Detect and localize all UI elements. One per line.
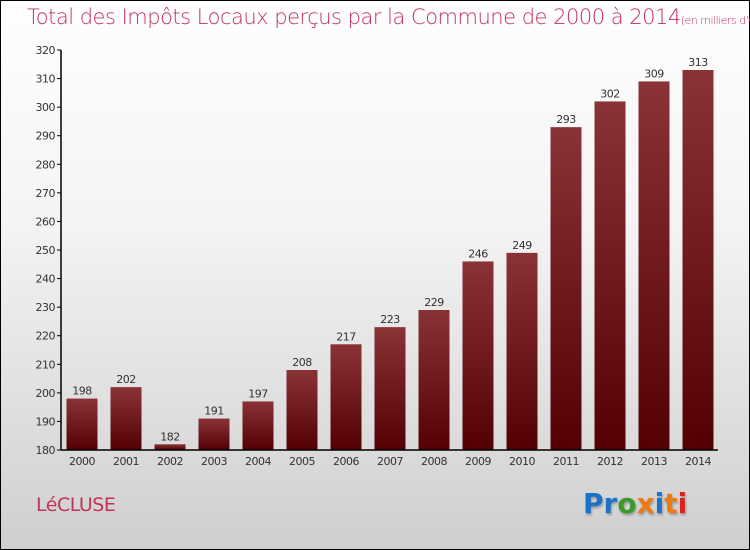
bar-2004 bbox=[242, 401, 274, 450]
y-tick-label: 180 bbox=[36, 444, 56, 457]
data-label: 293 bbox=[556, 113, 576, 126]
y-tick-label: 230 bbox=[36, 301, 56, 314]
y-tick-label: 260 bbox=[36, 215, 56, 228]
bar-2011 bbox=[550, 127, 582, 451]
data-label: 309 bbox=[644, 67, 664, 80]
data-label: 217 bbox=[336, 330, 356, 343]
bar-2006 bbox=[330, 344, 362, 450]
data-label: 223 bbox=[380, 313, 400, 326]
y-tick-label: 300 bbox=[36, 101, 56, 114]
logo-letter: i bbox=[654, 487, 665, 520]
bar-2009 bbox=[462, 261, 494, 450]
y-tick-label: 280 bbox=[36, 158, 56, 171]
data-label: 246 bbox=[468, 247, 488, 260]
y-tick-label: 310 bbox=[36, 73, 56, 86]
x-tick-label: 2012 bbox=[597, 455, 623, 468]
logo-letter: x bbox=[636, 487, 655, 520]
bar-2013 bbox=[638, 81, 670, 450]
bar-2014 bbox=[682, 70, 714, 450]
x-tick-label: 2002 bbox=[157, 455, 183, 468]
data-label: 313 bbox=[688, 56, 708, 69]
logo-letter: i bbox=[677, 487, 688, 520]
data-label: 229 bbox=[424, 296, 444, 309]
y-tick-label: 200 bbox=[36, 387, 56, 400]
proxiti-logo: Proxiti bbox=[583, 487, 687, 520]
x-tick-label: 2014 bbox=[685, 455, 711, 468]
x-tick-label: 2008 bbox=[421, 455, 447, 468]
subtitle-text: (en milliers d'€) bbox=[680, 14, 750, 27]
x-tick-label: 2000 bbox=[69, 455, 95, 468]
bar-2007 bbox=[374, 327, 406, 450]
y-tick-label: 250 bbox=[36, 244, 56, 257]
y-tick-label: 240 bbox=[36, 273, 56, 286]
y-tick-label: 320 bbox=[36, 44, 56, 57]
x-tick-label: 2010 bbox=[509, 455, 535, 468]
x-tick-label: 2006 bbox=[333, 455, 359, 468]
x-tick-label: 2007 bbox=[377, 455, 403, 468]
logo-letter: o bbox=[617, 487, 637, 520]
x-tick-label: 2011 bbox=[553, 455, 579, 468]
chart-title: Total des Impôts Locaux perçus par la Co… bbox=[27, 5, 750, 29]
data-label: 208 bbox=[292, 356, 312, 369]
y-tick-label: 290 bbox=[36, 130, 56, 143]
x-tick-label: 2001 bbox=[113, 455, 139, 468]
data-label: 198 bbox=[72, 385, 92, 398]
y-tick-label: 210 bbox=[36, 358, 56, 371]
commune-name: LéCLUSE bbox=[36, 494, 116, 516]
data-label: 191 bbox=[204, 405, 224, 418]
bar-2010 bbox=[506, 252, 538, 450]
bar-2000 bbox=[66, 398, 98, 450]
x-tick-label: 2004 bbox=[245, 455, 271, 468]
bar-2001 bbox=[110, 387, 142, 450]
logo-letter: r bbox=[603, 487, 618, 520]
x-tick-label: 2013 bbox=[641, 455, 667, 468]
bar-2003 bbox=[198, 418, 230, 450]
logo-letter: P bbox=[583, 487, 604, 520]
bar-2008 bbox=[418, 310, 450, 450]
data-label: 249 bbox=[512, 239, 532, 252]
bar-2002 bbox=[154, 444, 186, 450]
data-label: 302 bbox=[600, 87, 620, 100]
y-tick-label: 220 bbox=[36, 330, 56, 343]
x-tick-label: 2003 bbox=[201, 455, 227, 468]
data-label: 197 bbox=[248, 387, 268, 400]
title-text: Total des Impôts Locaux perçus par la Co… bbox=[27, 5, 681, 29]
data-label: 202 bbox=[116, 373, 136, 386]
bar-2005 bbox=[286, 370, 318, 450]
bar-2012 bbox=[594, 101, 626, 450]
x-tick-label: 2005 bbox=[289, 455, 315, 468]
y-tick-label: 190 bbox=[36, 415, 56, 428]
y-tick-label: 270 bbox=[36, 187, 56, 200]
data-label: 182 bbox=[160, 430, 180, 443]
logo-letter: t bbox=[664, 487, 678, 520]
x-tick-label: 2009 bbox=[465, 455, 491, 468]
